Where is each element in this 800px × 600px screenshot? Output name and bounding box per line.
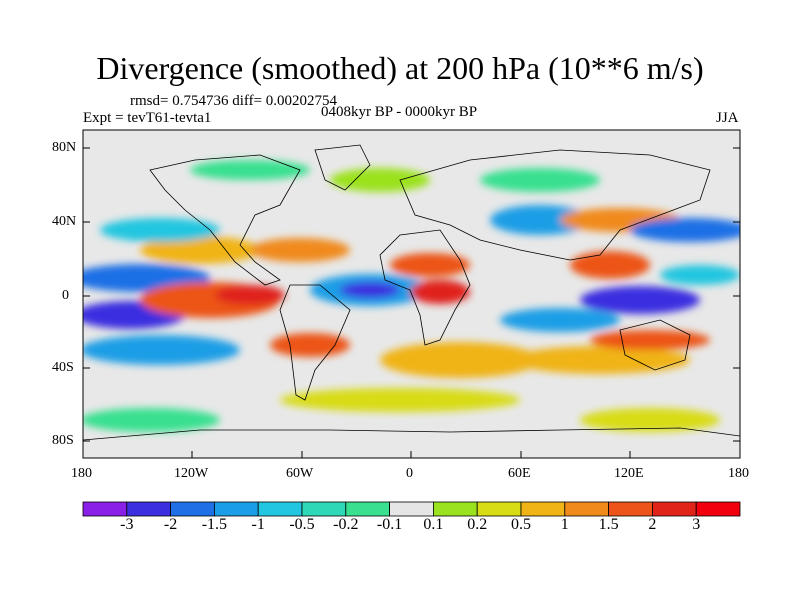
colorbar-label: -0.2 — [333, 516, 359, 533]
experiment-label: Expt = tevT61-tevta1 — [83, 110, 212, 126]
colorbar-swatch — [257, 501, 303, 517]
lat-label-80n: 80N — [52, 140, 77, 155]
colorbar-label: 1 — [560, 516, 569, 533]
coastlines — [83, 144, 740, 441]
colorbar-label: 0.5 — [511, 516, 531, 533]
lon-label-120e: 120E — [614, 466, 644, 481]
colorbar-swatch — [345, 501, 390, 517]
colorbar-swatch — [695, 501, 741, 517]
lon-label-60w: 60W — [286, 466, 314, 481]
colorbar — [82, 501, 741, 517]
divergence-field — [83, 160, 740, 432]
colorbar-label: 0.1 — [423, 516, 444, 533]
colorbar-label: -3 — [120, 516, 134, 533]
chart-title: Divergence (smoothed) at 200 hPa (10**6 … — [96, 50, 704, 86]
lon-label-180e: 180 — [728, 466, 749, 481]
colorbar-label: -0.1 — [376, 516, 403, 533]
colorbar-swatch — [389, 501, 434, 517]
lon-label-60e: 60E — [508, 466, 531, 481]
colorbar-swatch — [608, 501, 653, 517]
lat-label-40s: 40S — [52, 360, 74, 375]
colorbar-swatch — [301, 501, 347, 517]
lat-label-40n: 40N — [52, 214, 77, 229]
colorbar-label: 2 — [648, 516, 657, 533]
lat-label-80s: 80S — [52, 433, 74, 448]
colorbar-swatch — [213, 501, 259, 517]
season-label: JJA — [716, 110, 739, 126]
colorbar-swatch — [564, 501, 609, 517]
colorbar-swatch — [82, 501, 128, 517]
lon-label-0: 0 — [406, 466, 413, 481]
colorbar-label: 1.5 — [598, 516, 619, 533]
colorbar-label: -1 — [251, 516, 265, 533]
lon-ticks — [82, 451, 741, 458]
lat-label-0: 0 — [62, 288, 69, 303]
colorbar-swatch — [520, 501, 566, 517]
colorbar-swatch — [476, 501, 522, 517]
colorbar-swatch — [432, 501, 478, 517]
colorbar-swatch — [126, 501, 172, 517]
colorbar-label: 3 — [692, 516, 701, 533]
period-label: 0408kyr BP - 0000kyr BP — [321, 104, 478, 120]
lon-label-180w: 180 — [71, 466, 92, 481]
colorbar-label: -1.5 — [201, 516, 228, 533]
lat-ticks — [83, 147, 740, 442]
colorbar-swatch — [652, 501, 697, 517]
colorbar-label: -2 — [163, 516, 178, 533]
colorbar-label: -0.5 — [289, 516, 315, 533]
colorbar-label: 0.2 — [467, 516, 488, 533]
lon-label-120w: 120W — [174, 466, 209, 481]
colorbar-swatch — [170, 501, 215, 517]
stats-text: rmsd= 0.754736 diff= 0.00202754 — [130, 93, 338, 109]
